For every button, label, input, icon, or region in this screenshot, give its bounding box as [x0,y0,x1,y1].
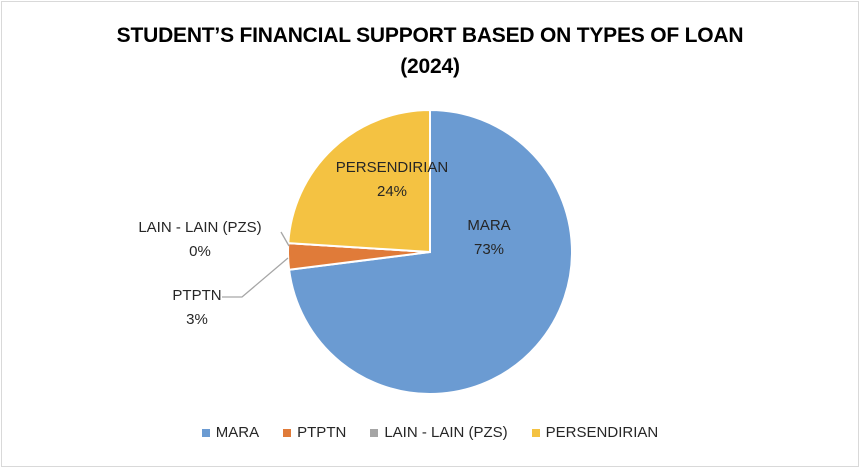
data-label-name-ptptn: PTPTN [172,287,221,304]
legend-label-ptptn: PTPTN [297,424,347,441]
data-label-name-persendirian: PERSENDIRIAN [336,159,449,176]
legend-swatch-persendirian [531,428,540,437]
legend-label-mara: MARA [215,424,260,441]
pie-slices [287,108,573,395]
chart-title-line-2: (2024) [400,55,460,78]
legend-swatch-lain-lain [370,428,379,437]
data-labels: MARA 73% PTPTN 3% LAIN - LAIN (PZS) 0% PERSEND… [138,159,510,328]
data-label-name-lain-lain: LAIN - LAIN (PZS) [138,219,261,236]
legend-item-mara: MARA [201,424,260,441]
legend-item-lain-lain: LAIN - LAIN (PZS) [370,424,508,441]
legend-label-persendirian: PERSENDIRIAN [545,424,659,441]
legend-swatch-ptptn [283,428,292,437]
leader-line-lain-lain [280,231,290,247]
data-label-value-mara: 73% [474,241,504,258]
leader-line-ptptn [222,257,289,298]
legend-item-ptptn: PTPTN [283,424,346,441]
legend-label-lain-lain: LAIN - LAIN (PZS) [384,424,508,441]
data-label-value-lain-lain: 0% [189,243,211,260]
pie-slice-persendirian [287,108,431,254]
legend: MARA PTPTN LAIN - LAIN (PZS) PERSENDIRIA… [0,424,860,441]
chart-title-line-1: STUDENT’S FINANCIAL SUPPORT BASED ON TYP… [116,24,744,47]
data-label-name-mara: MARA [467,217,510,234]
leader-lines [222,231,290,298]
data-label-value-ptptn: 3% [186,311,208,328]
data-label-value-persendirian: 24% [377,183,407,200]
chart-title: STUDENT’S FINANCIAL SUPPORT BASED ON TYP… [0,20,860,82]
legend-swatch-mara [201,428,210,437]
legend-item-persendirian: PERSENDIRIAN [531,424,659,441]
